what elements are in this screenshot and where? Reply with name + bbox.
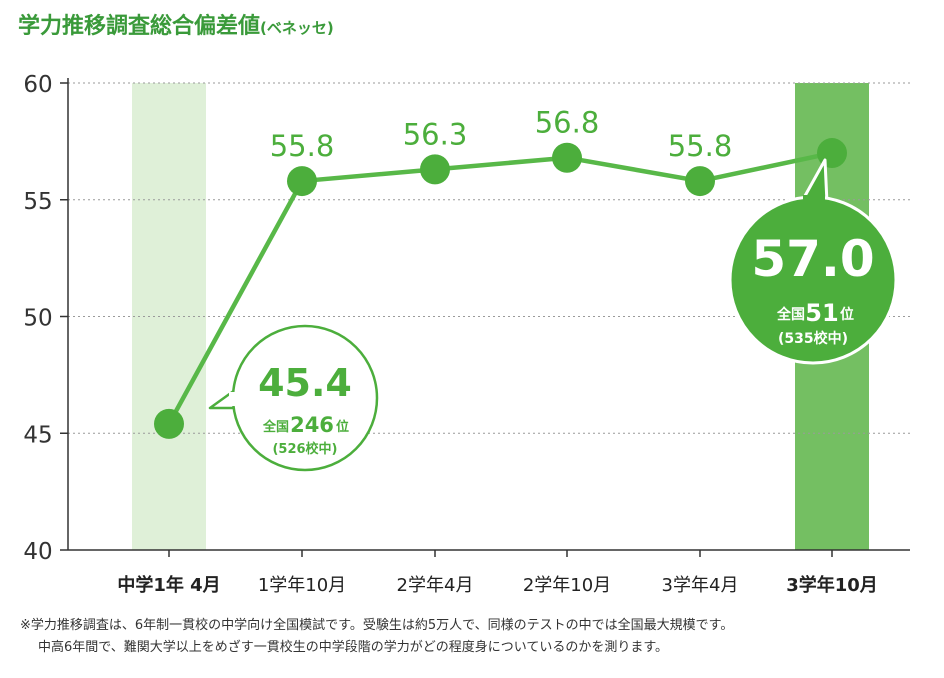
x-tick-label: 2学年4月 — [397, 575, 474, 596]
y-tick-label: 60 — [23, 72, 52, 98]
callout-rank: 246 — [290, 413, 334, 437]
x-tick-label: 3学年10月 — [786, 574, 878, 596]
callout-pointer-mask — [229, 392, 239, 406]
callout-pointer-mask — [803, 195, 825, 205]
callout-rank-prefix: 全国 — [262, 419, 289, 435]
footnote-line-2: 中高6年間で、難関大学以上をめざす一貫校生の中学段階の学力がどの程度身についてい… — [38, 640, 669, 655]
chart-title-source: (ベネッセ) — [260, 19, 334, 37]
y-tick-label: 55 — [23, 189, 52, 215]
callout-rank-suffix: 位 — [840, 306, 854, 323]
callout-rank: 51 — [805, 299, 838, 327]
data-point — [420, 154, 450, 185]
data-label: 55.8 — [270, 129, 335, 163]
series-line — [167, 150, 833, 425]
x-tick-label: 中学1年 4月 — [117, 574, 220, 596]
x-tick-label: 2学年10月 — [523, 575, 611, 596]
callout-rank-prefix: 全国 — [776, 306, 805, 323]
y-tick-label: 45 — [23, 422, 52, 448]
data-label: 56.8 — [535, 106, 600, 140]
data-point — [685, 166, 715, 197]
y-tick-label: 50 — [23, 306, 52, 332]
data-point — [552, 142, 582, 173]
callout-value: 45.4 — [258, 361, 352, 405]
data-point — [154, 408, 184, 439]
data-label: 56.3 — [403, 117, 468, 151]
x-tick-label: 3学年4月 — [662, 575, 739, 596]
footnote-line-1: ※学力推移調査は、6年制一貫校の中学向け全国模試です。受験生は約5万人で、同様の… — [20, 618, 734, 633]
callout-detail: (526校中) — [272, 441, 337, 457]
callout-rank-suffix: 位 — [336, 419, 349, 435]
y-tick-label: 40 — [23, 539, 52, 565]
chart-title: 学力推移調査総合偏差値(ベネッセ) — [18, 8, 334, 40]
callout-detail: (535校中) — [778, 330, 848, 347]
data-point — [287, 166, 317, 197]
x-tick-label: 1学年10月 — [258, 575, 346, 596]
callout-value: 57.0 — [751, 230, 874, 288]
footnote: ※学力推移調査は、6年制一貫校の中学向け全国模試です。受験生は約5万人で、同様の… — [20, 615, 930, 659]
data-label: 55.8 — [668, 129, 733, 163]
chart-title-text: 学力推移調査総合偏差値 — [18, 14, 261, 39]
line-chart: 40 45 50 55 60 中学1年 4月 1学年10月 2学年4月 2学年10月 3学年4月 3… — [23, 72, 910, 596]
